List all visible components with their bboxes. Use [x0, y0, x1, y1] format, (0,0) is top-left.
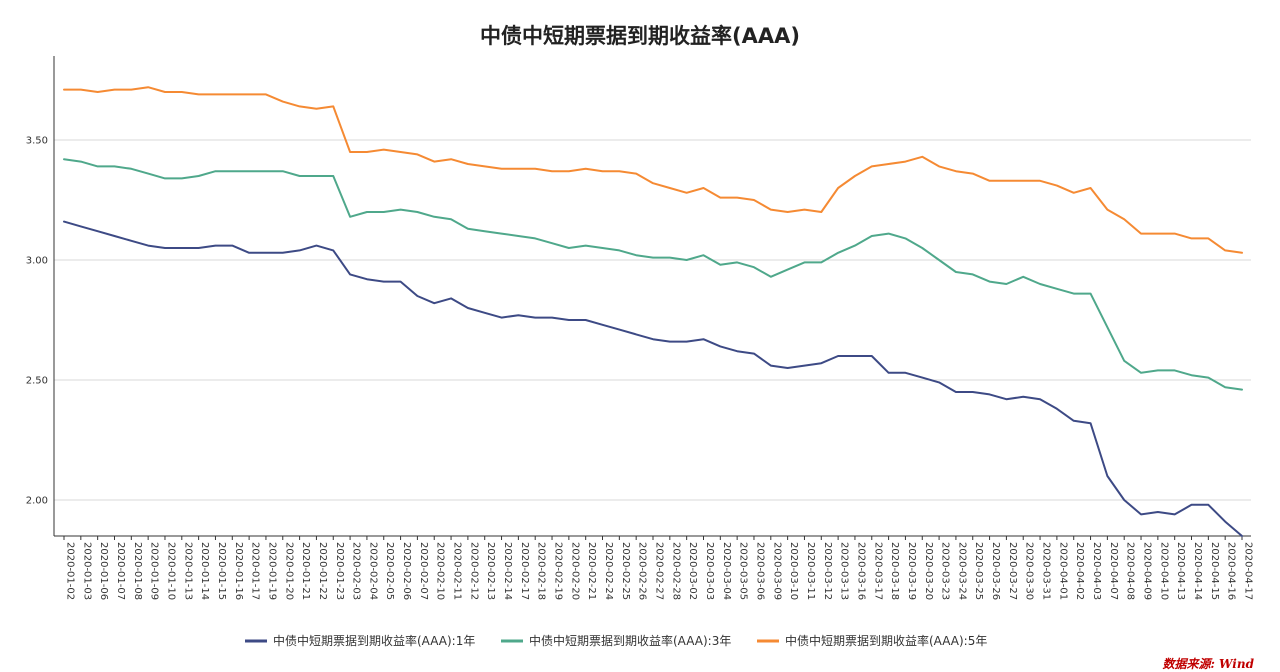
legend: 中债中短期票据到期收益率(AAA):1年 中债中短期票据到期收益率(AAA):3年… — [245, 633, 987, 648]
y-tick-label: 3.50 — [26, 136, 48, 147]
x-tick-label: 2020-01-23 — [334, 542, 345, 600]
x-tick-label: 2020-03-04 — [721, 542, 732, 600]
x-tick-label: 2020-02-05 — [384, 542, 395, 600]
x-tick-label: 2020-02-17 — [519, 542, 530, 600]
x-tick-label: 2020-02-21 — [586, 542, 597, 600]
x-tick-label: 2020-02-13 — [485, 542, 496, 600]
y-tick-label: 2.50 — [26, 376, 48, 387]
x-tick-label: 2020-03-11 — [805, 542, 816, 600]
x-tick-label: 2020-02-28 — [670, 542, 681, 600]
x-tick-label: 2020-02-04 — [367, 542, 378, 600]
x-tick-label: 2020-03-27 — [1007, 542, 1018, 600]
x-tick-label: 2020-01-06 — [98, 542, 109, 600]
x-tick-label: 2020-04-03 — [1091, 542, 1102, 600]
x-tick-label: 2020-01-10 — [165, 542, 176, 600]
legend-label: 中债中短期票据到期收益率(AAA):3年 — [529, 633, 731, 648]
x-tick-label: 2020-01-08 — [132, 542, 143, 600]
series-lines — [63, 86, 1243, 537]
x-tick-label: 2020-02-11 — [452, 542, 463, 600]
x-tick-label: 2020-04-10 — [1158, 542, 1169, 600]
x-tick-label: 2020-02-27 — [654, 542, 665, 600]
series-line-1 — [63, 220, 1243, 537]
x-tick-label: 2020-03-19 — [906, 542, 917, 600]
legend-label: 中债中短期票据到期收益率(AAA):1年 — [273, 633, 475, 648]
x-tick-label: 2020-01-20 — [283, 542, 294, 600]
x-tick-label: 2020-01-21 — [300, 542, 311, 600]
x-tick-label: 2020-04-07 — [1108, 542, 1119, 600]
x-tick-label: 2020-01-15 — [216, 542, 227, 600]
x-tick-label: 2020-01-02 — [65, 542, 76, 600]
x-tick-label: 2020-03-05 — [738, 542, 749, 600]
x-tick-label: 2020-03-26 — [990, 542, 1001, 600]
x-tick-label: 2020-03-03 — [704, 542, 715, 600]
x-tick-label: 2020-02-18 — [536, 542, 547, 600]
x-tick-label: 2020-01-16 — [233, 542, 244, 600]
x-tick-label: 2020-02-24 — [603, 542, 614, 600]
x-tick-label: 2020-04-02 — [1074, 542, 1085, 600]
x-tick-label: 2020-03-20 — [923, 542, 934, 600]
x-tick-label: 2020-02-14 — [502, 542, 513, 600]
grid-lines — [54, 139, 1251, 501]
x-tick-label: 2020-04-17 — [1243, 542, 1254, 600]
x-tick-label: 2020-02-06 — [401, 542, 412, 600]
x-tick-label: 2020-04-08 — [1125, 542, 1136, 600]
legend-label: 中债中短期票据到期收益率(AAA):5年 — [785, 633, 987, 648]
series-line-2 — [63, 158, 1243, 391]
x-tick-label: 2020-02-07 — [418, 542, 429, 600]
x-tick-label: 2020-03-09 — [771, 542, 782, 600]
x-tick-label: 2020-01-07 — [115, 542, 126, 600]
x-tick-label: 2020-04-13 — [1175, 542, 1186, 600]
x-tick-label: 2020-01-19 — [266, 542, 277, 600]
x-tick-label: 2020-03-06 — [754, 542, 765, 600]
x-tick-label: 2020-02-10 — [435, 542, 446, 600]
x-tick-label: 2020-02-26 — [637, 542, 648, 600]
x-axis-ticks: 2020-01-02 2020-01-03 2020-01-06 2020-01-07… — [63, 536, 1254, 600]
x-tick-label: 2020-02-25 — [620, 542, 631, 600]
y-tick-label: 3.00 — [26, 256, 48, 267]
y-tick-label: 2.00 — [26, 496, 48, 507]
axes — [53, 56, 1251, 537]
x-tick-label: 2020-02-12 — [468, 542, 479, 600]
x-tick-label: 2020-04-16 — [1226, 542, 1237, 600]
x-tick-label: 2020-02-19 — [553, 542, 564, 600]
x-tick-label: 2020-03-31 — [1041, 542, 1052, 600]
x-tick-label: 2020-03-10 — [788, 542, 799, 600]
x-tick-label: 2020-04-09 — [1142, 542, 1153, 600]
x-tick-label: 2020-01-14 — [199, 542, 210, 600]
x-tick-label: 2020-03-13 — [839, 542, 850, 600]
x-tick-label: 2020-01-13 — [182, 542, 193, 600]
x-tick-label: 2020-01-17 — [250, 542, 261, 600]
data-source-note: 数据来源: Wind — [1162, 657, 1254, 671]
x-tick-label: 2020-02-20 — [569, 542, 580, 600]
y-axis-ticks: 2.00 2.50 3.00 3.50 — [26, 136, 48, 507]
x-tick-label: 2020-01-03 — [81, 542, 92, 600]
x-tick-label: 2020-01-09 — [149, 542, 160, 600]
x-tick-label: 2020-03-16 — [855, 542, 866, 600]
x-tick-label: 2020-03-12 — [822, 542, 833, 600]
x-tick-label: 2020-03-02 — [687, 542, 698, 600]
chart-title: 中债中短期票据到期收益率(AAA) — [480, 24, 800, 48]
x-tick-label: 2020-03-17 — [872, 542, 883, 600]
x-tick-label: 2020-03-18 — [889, 542, 900, 600]
x-tick-label: 2020-01-22 — [317, 542, 328, 600]
x-tick-label: 2020-04-01 — [1057, 542, 1068, 600]
x-tick-label: 2020-03-23 — [940, 542, 951, 600]
x-tick-label: 2020-04-14 — [1192, 542, 1203, 600]
x-tick-label: 2020-04-15 — [1209, 542, 1220, 600]
x-tick-label: 2020-03-25 — [973, 542, 984, 600]
series-line-3 — [63, 86, 1243, 254]
x-tick-label: 2020-02-03 — [351, 542, 362, 600]
x-tick-label: 2020-03-30 — [1024, 542, 1035, 600]
x-tick-label: 2020-03-24 — [956, 542, 967, 600]
